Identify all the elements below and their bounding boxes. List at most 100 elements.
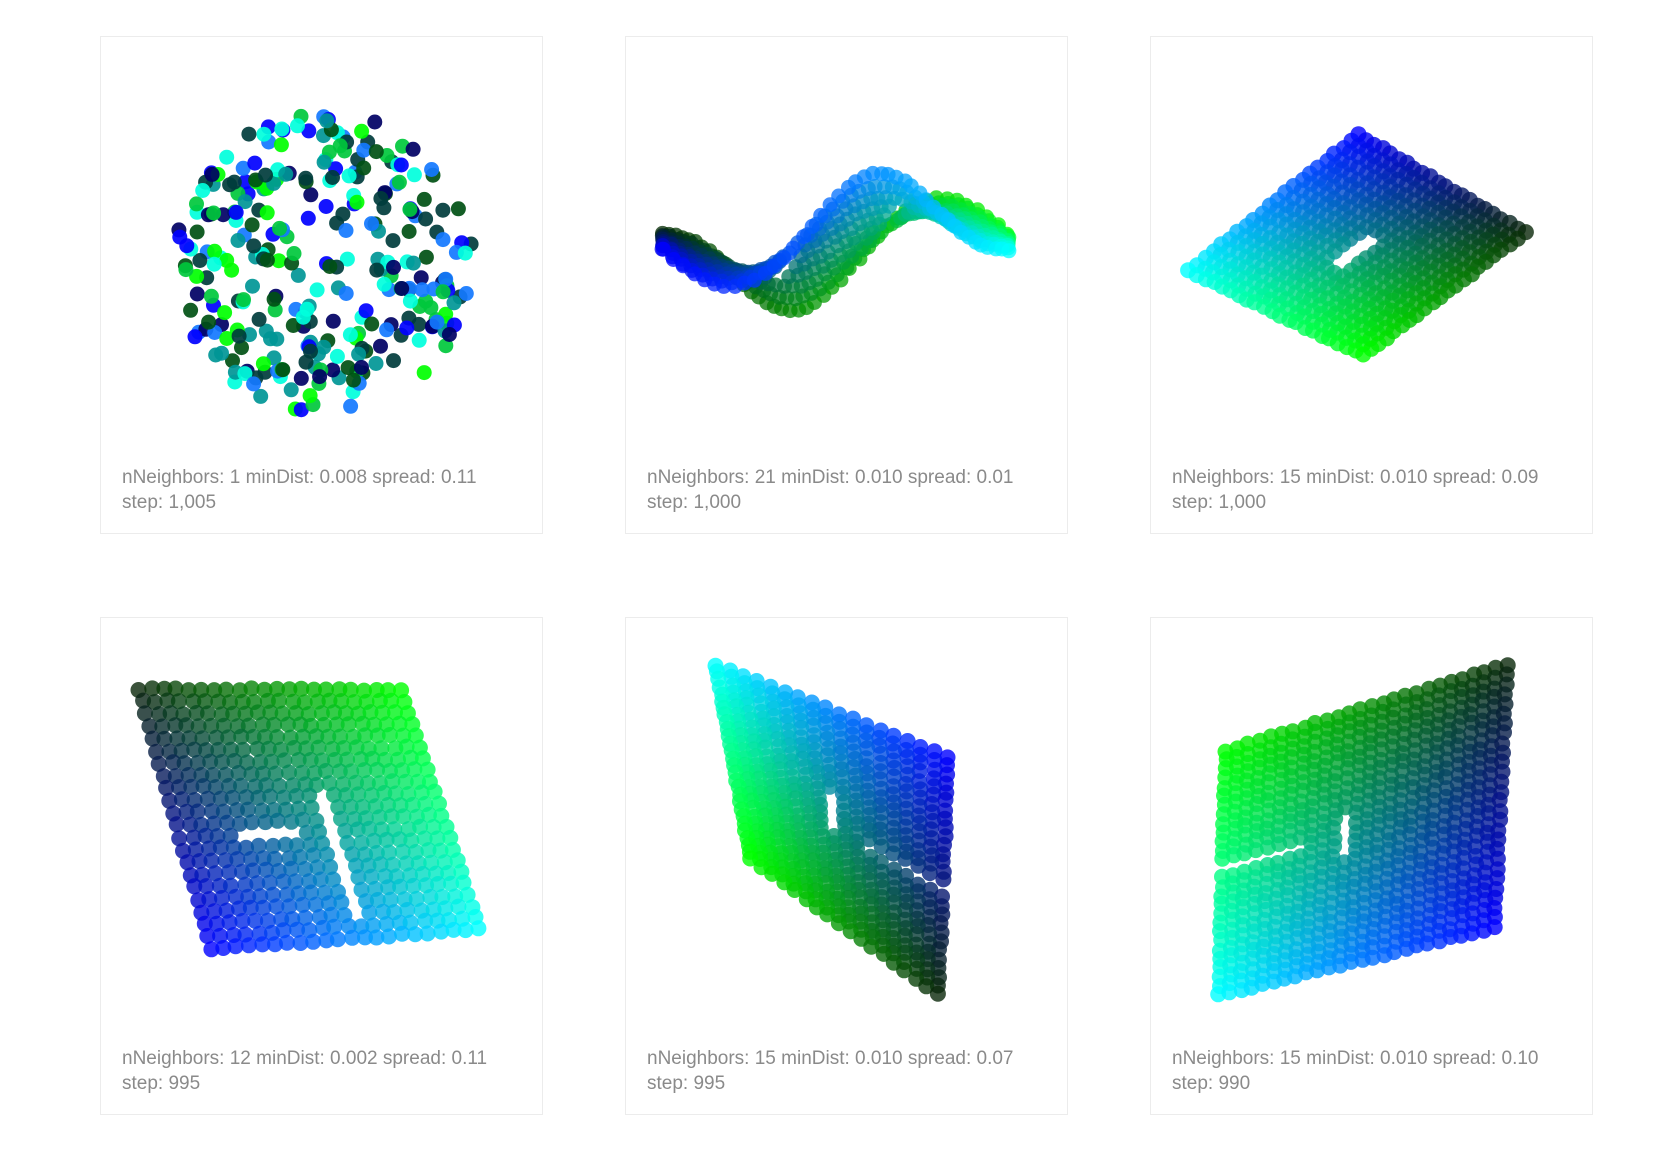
data-point — [210, 693, 227, 710]
data-point — [266, 291, 282, 307]
panel-caption: nNeighbors: 12 minDist: 0.002 spread: 0.… — [122, 1046, 532, 1096]
data-point — [386, 353, 401, 369]
data-point — [275, 362, 291, 378]
scatter-panel: nNeighbors: 12 minDist: 0.002 spread: 0.… — [100, 617, 543, 1115]
data-point — [863, 938, 880, 955]
data-point — [286, 740, 303, 756]
data-point — [154, 718, 171, 735]
data-point — [156, 730, 173, 747]
data-point — [259, 252, 275, 268]
data-point — [397, 773, 414, 790]
panel-caption: nNeighbors: 15 minDist: 0.010 spread: 0.… — [1172, 465, 1582, 515]
data-point — [371, 692, 388, 709]
data-point — [419, 925, 436, 942]
data-point — [331, 763, 348, 780]
data-point — [381, 844, 397, 861]
data-point — [169, 730, 186, 747]
data-point — [305, 933, 322, 950]
data-point — [325, 362, 341, 378]
data-point — [229, 851, 246, 868]
data-point — [1364, 949, 1381, 966]
data-point — [394, 281, 410, 296]
data-point — [247, 912, 264, 929]
data-point — [373, 191, 389, 206]
data-point — [243, 814, 260, 831]
data-point — [422, 889, 439, 905]
data-point — [190, 718, 207, 735]
data-point — [873, 838, 890, 855]
data-point — [359, 775, 376, 792]
scatter-panel: nNeighbors: 21 minDist: 0.010 spread: 0.… — [625, 36, 1068, 534]
data-point — [276, 752, 293, 769]
data-point — [402, 201, 418, 217]
data-point — [144, 730, 161, 747]
data-point — [267, 765, 284, 782]
data-point — [146, 694, 163, 711]
data-point — [253, 388, 269, 404]
data-point — [368, 144, 384, 160]
data-point — [378, 916, 395, 933]
data-point — [266, 850, 283, 867]
data-point — [189, 803, 206, 820]
scatter-plot — [1180, 126, 1534, 363]
data-point — [303, 187, 319, 203]
data-point — [231, 328, 247, 344]
data-point — [230, 233, 246, 248]
data-point — [203, 941, 220, 958]
data-point — [339, 251, 355, 267]
data-point — [301, 123, 317, 139]
data-point — [1342, 953, 1359, 970]
data-point — [165, 754, 182, 771]
data-point — [226, 753, 243, 769]
data-point — [212, 839, 229, 856]
data-point — [331, 681, 348, 698]
data-point — [218, 681, 235, 698]
data-point — [235, 160, 251, 176]
data-point — [369, 727, 386, 744]
data-point — [371, 809, 388, 826]
data-point — [322, 859, 339, 875]
data-point — [804, 218, 820, 234]
data-point — [278, 801, 294, 818]
data-point — [351, 346, 367, 362]
data-point — [340, 360, 356, 376]
data-point — [303, 343, 318, 359]
data-point — [269, 812, 286, 829]
params-label: nNeighbors: 15 minDist: 0.010 spread: 0.… — [647, 1048, 1014, 1069]
data-point — [189, 268, 205, 284]
data-point — [424, 162, 440, 177]
data-point — [290, 267, 306, 283]
data-point — [141, 718, 158, 735]
data-point — [159, 692, 176, 709]
data-point — [295, 309, 311, 325]
data-point — [297, 909, 314, 926]
data-point — [195, 183, 211, 198]
data-point — [429, 830, 446, 847]
data-point — [1419, 935, 1436, 952]
data-point — [205, 767, 221, 783]
data-point — [187, 329, 203, 345]
data-point — [259, 205, 275, 221]
data-point — [262, 788, 279, 805]
data-point — [935, 871, 952, 888]
scatter-plot — [171, 108, 479, 418]
data-point — [203, 852, 220, 869]
data-point — [258, 167, 273, 183]
data-point — [182, 816, 199, 833]
data-point — [274, 121, 290, 137]
data-point — [885, 845, 902, 862]
data-point — [178, 262, 194, 278]
data-point — [206, 256, 222, 272]
data-point — [202, 753, 219, 770]
data-point — [167, 680, 184, 697]
data-point — [373, 338, 388, 354]
data-point — [443, 875, 460, 892]
data-point — [365, 917, 382, 934]
data-point — [329, 348, 345, 364]
data-point — [244, 217, 260, 233]
data-point — [225, 353, 240, 369]
data-point — [290, 118, 305, 134]
data-point — [354, 360, 369, 375]
data-point — [148, 743, 165, 760]
data-point — [192, 253, 208, 268]
